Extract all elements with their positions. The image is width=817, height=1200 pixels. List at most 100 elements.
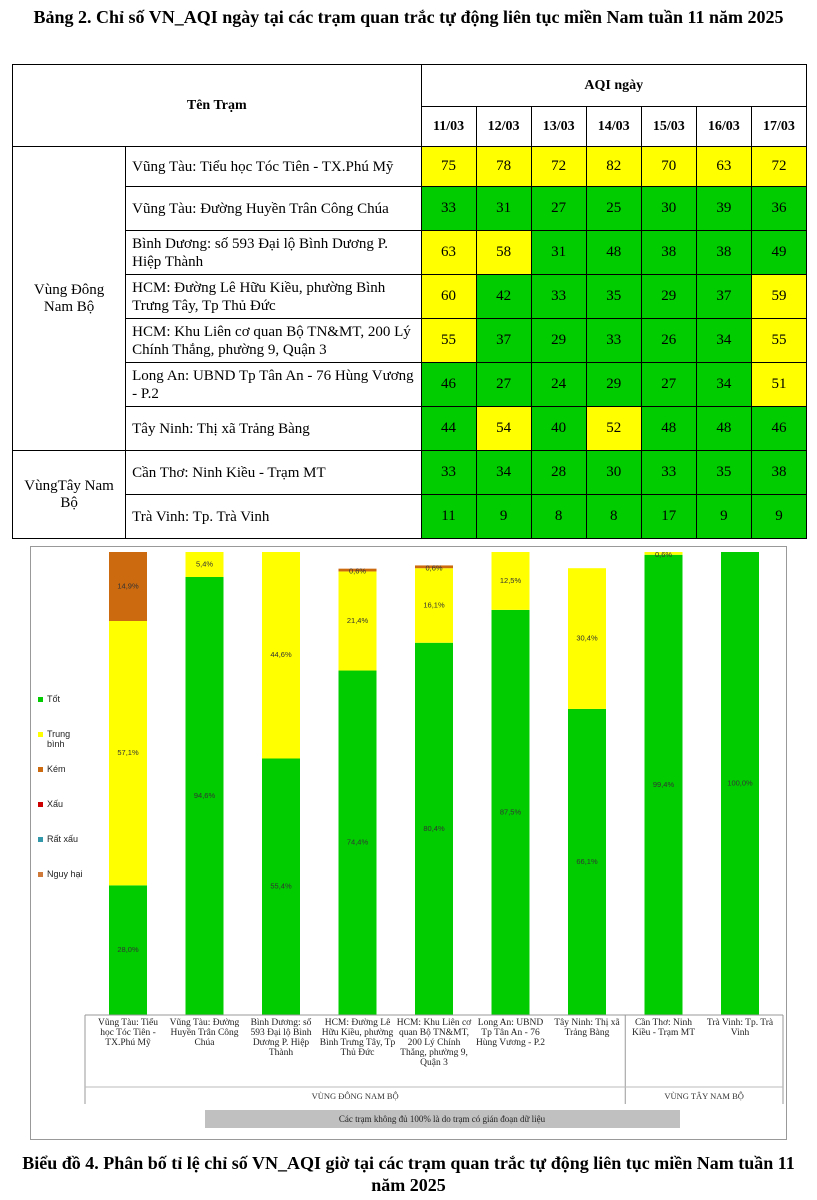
- value-label: 21,4%: [347, 616, 369, 625]
- x-tick-label: Bình Dương: số 593 Đại lộ Bình Dương P. …: [250, 1018, 312, 1058]
- aqi-cell: 33: [585, 318, 642, 363]
- table-title: Bảng 2. Chỉ số VN_AQI ngày tại các trạm …: [33, 7, 784, 27]
- aqi-cell: 30: [640, 186, 697, 231]
- x-tick-label-box: Trà Vinh: Tp. Trà Vinh: [707, 1018, 773, 1038]
- region-label: VÙNG TÂY NAM BỘ: [664, 1091, 744, 1101]
- legend-label: Trung bình: [47, 729, 71, 749]
- aqi-cell: 48: [695, 406, 752, 451]
- aqi-cell: 27: [640, 362, 697, 407]
- legend-label-box: Trung bình: [47, 729, 71, 749]
- group-name: VùngTây Nam Bộ: [11, 450, 127, 539]
- date-header: 14/03: [585, 106, 642, 147]
- aqi-cell: 35: [585, 274, 642, 319]
- legend-swatch: [38, 697, 43, 702]
- bar-segment: [415, 565, 453, 569]
- aqi-cell: 75: [420, 146, 477, 187]
- legend-label-box: Tốt: [47, 694, 61, 704]
- value-label: 100,0%: [727, 778, 753, 787]
- legend-swatch: [38, 767, 43, 772]
- aqi-cell: 55: [750, 318, 808, 363]
- bar-segment: [338, 568, 377, 572]
- value-label: 12,5%: [500, 576, 522, 585]
- date-header: 16/03: [695, 106, 752, 147]
- aqi-cell: 31: [530, 230, 587, 275]
- value-label: 99,4%: [653, 780, 675, 789]
- chart-caption: Biểu đồ 4. Phân bố tỉ lệ chỉ số VN_AQI g…: [22, 1153, 795, 1195]
- x-tick-label-box: Vũng Tàu: Đường Huyền Trân Công Chúa: [170, 1018, 240, 1048]
- station-name: Bình Dương: số 593 Đại lộ Bình Dương P. …: [125, 230, 422, 275]
- value-label: 14,9%: [117, 581, 139, 590]
- table-row: Bình Dương: số 593 Đại lộ Bình Dương P. …: [13, 230, 808, 275]
- aqi-cell: 59: [750, 274, 808, 319]
- aqi-cell: 48: [585, 230, 642, 275]
- region-label: VÙNG ĐÔNG NAM BỘ: [312, 1091, 399, 1101]
- header-aqi: AQI ngày: [420, 64, 807, 107]
- aqi-cell: 25: [585, 186, 642, 231]
- station-name: Trà Vinh: Tp. Trà Vinh: [125, 494, 422, 539]
- aqi-cell: 52: [585, 406, 642, 451]
- table-row: HCM: Đường Lê Hữu Kiều, phường Bình Trưn…: [13, 274, 808, 319]
- value-label: 66,1%: [576, 857, 598, 866]
- bar-segment: [644, 554, 683, 1015]
- aqi-cell: 29: [640, 274, 697, 319]
- aqi-cell: 30: [585, 450, 642, 495]
- bar-segment: [185, 577, 224, 1015]
- aqi-cell: 58: [475, 230, 532, 275]
- bar-segment: [338, 670, 377, 1015]
- bar-segment: [568, 568, 606, 709]
- bar-segment: [415, 568, 453, 643]
- x-tick-label: HCM: Đường Lê Hữu Kiều, phường Bình Trưn…: [319, 1018, 396, 1058]
- aqi-cell: 37: [695, 274, 752, 319]
- aqi-cell: 34: [695, 318, 752, 363]
- aqi-cell: 34: [475, 450, 532, 495]
- date-header: 11/03: [420, 106, 477, 147]
- aqi-cell: 37: [475, 318, 532, 363]
- legend-label: Kém: [47, 764, 66, 774]
- aqi-cell: 63: [695, 146, 752, 187]
- bar-segment: [644, 552, 683, 555]
- aqi-cell: 33: [530, 274, 587, 319]
- bar-segment: [109, 885, 147, 1015]
- value-label: 30,4%: [576, 634, 598, 643]
- aqi-cell: 63: [420, 230, 477, 275]
- x-tick-label-box: Bình Dương: số 593 Đại lộ Bình Dương P. …: [250, 1018, 312, 1058]
- aqi-cell: 24: [530, 362, 587, 407]
- legend-label: Tốt: [47, 694, 61, 704]
- legend-label-box: Nguy hại: [47, 869, 83, 879]
- aqi-cell: 9: [750, 494, 808, 539]
- header-row: 11/03 12/03 13/03 14/03 15/03 16/03 17/03: [13, 106, 808, 147]
- aqi-cell: 46: [750, 406, 808, 451]
- aqi-cell: 34: [695, 362, 752, 407]
- value-label: 80,4%: [423, 824, 445, 833]
- aqi-cell: 72: [530, 146, 587, 187]
- aqi-cell: 39: [695, 186, 752, 231]
- date-header: 17/03: [750, 106, 808, 147]
- date-header: 13/03: [530, 106, 587, 147]
- value-label: 44,6%: [270, 650, 292, 659]
- bar-segment: [109, 552, 147, 621]
- aqi-cell: 33: [420, 450, 477, 495]
- aqi-cell: 9: [475, 494, 532, 539]
- station-name: Vũng Tàu: Tiểu học Tóc Tiên - TX.Phú Mỹ: [125, 146, 422, 187]
- x-tick-label: Long An: UBND Tp Tân An - 76 Hùng Vương …: [475, 1018, 546, 1048]
- bar-segment: [491, 552, 530, 610]
- table-row: Tây Ninh: Thị xã Trảng Bàng 44 54 40 52 48 48 4…: [13, 406, 808, 451]
- value-label: 0,6%: [655, 550, 672, 559]
- aqi-table: Tên Trạm AQI ngày 11/03 12/03 13/03 14/03 15/0…: [11, 64, 808, 539]
- bar-segment: [568, 708, 606, 1015]
- legend-swatch: [38, 837, 43, 842]
- note-box: [205, 1110, 680, 1128]
- header-station: Tên Trạm: [12, 64, 422, 147]
- aqi-cell: 29: [530, 318, 587, 363]
- bar-segment: [262, 552, 300, 759]
- aqi-cell: 35: [695, 450, 752, 495]
- legend-label: Nguy hại: [47, 869, 83, 879]
- date-header: 15/03: [640, 106, 697, 147]
- x-tick-label: Tây Ninh: Thị xã Trảng Bàng: [554, 1018, 620, 1038]
- aqi-cell: 38: [640, 230, 697, 275]
- aqi-cell: 72: [750, 146, 808, 187]
- bar-segment: [491, 609, 530, 1015]
- value-label: 16,1%: [423, 600, 445, 609]
- bar-segment: [721, 552, 759, 1015]
